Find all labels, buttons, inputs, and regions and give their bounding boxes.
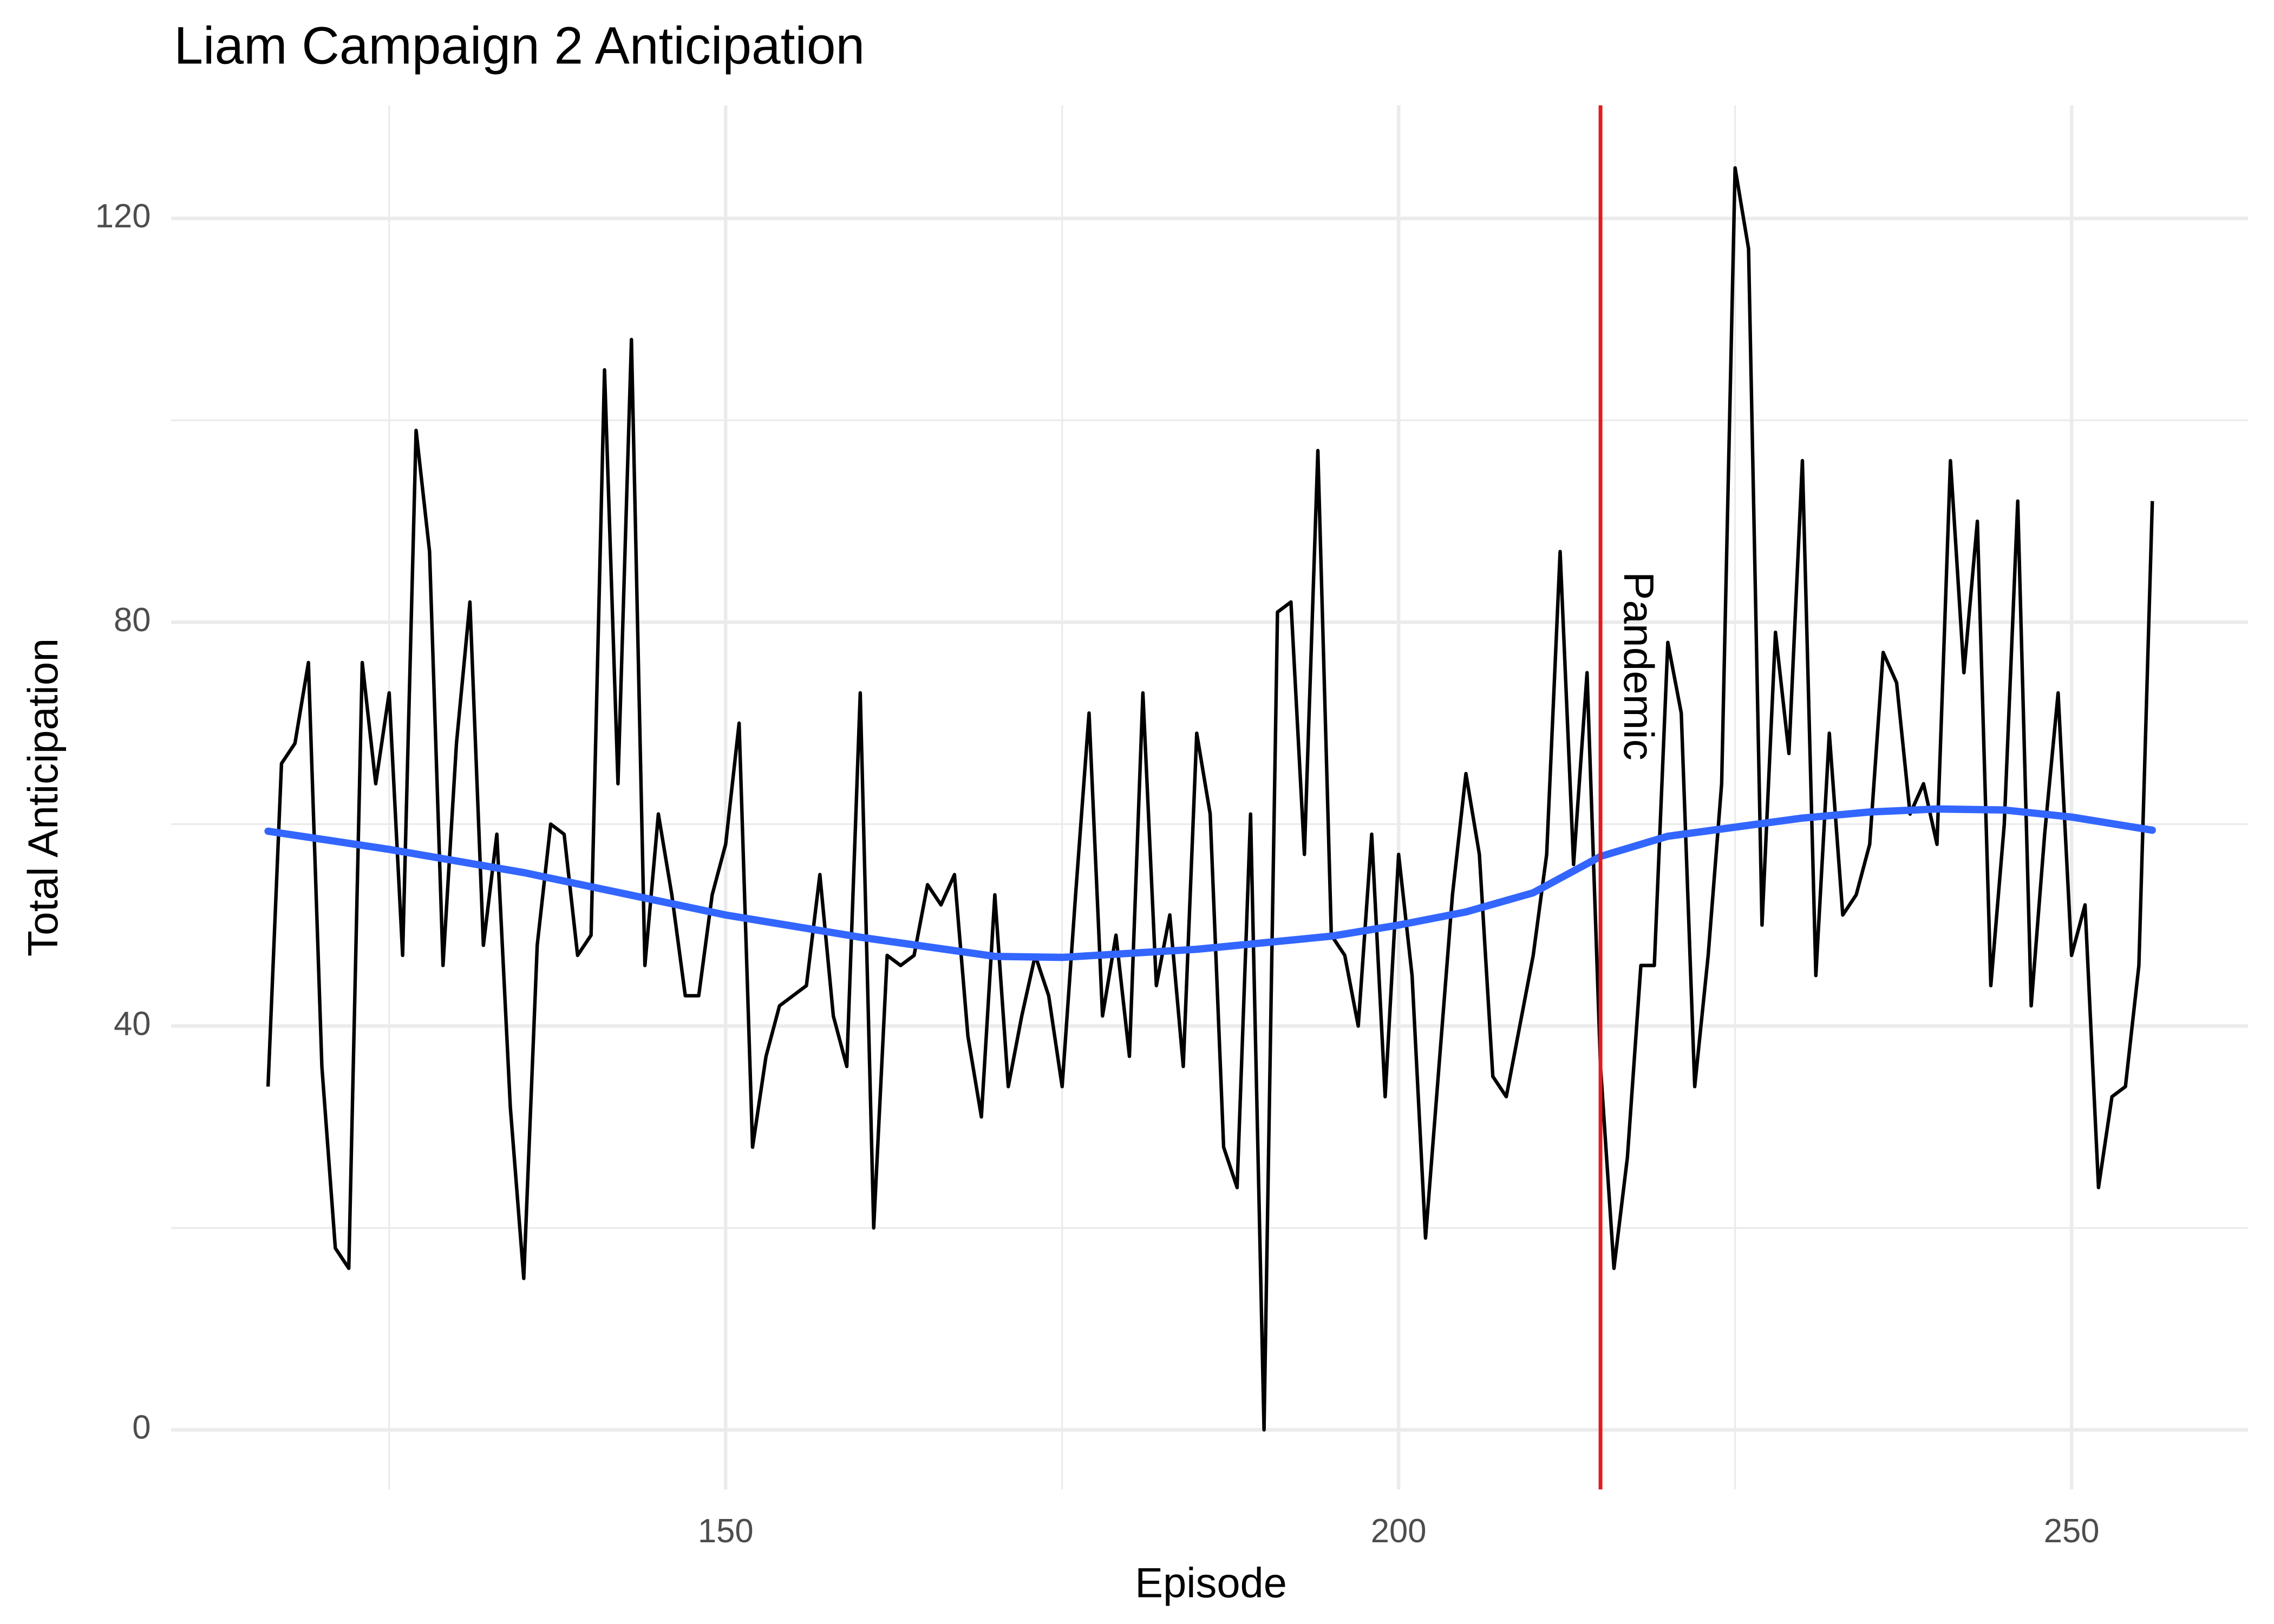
- x-tick-label: 200: [1371, 1512, 1427, 1550]
- data-line: [266, 166, 2154, 1432]
- y-tick-label: 40: [114, 1005, 151, 1043]
- y-tick-label: 80: [114, 601, 151, 639]
- smooth-line: [264, 805, 2156, 961]
- event-label: Pandemic: [1615, 572, 1663, 760]
- x-tick-label: 250: [2044, 1512, 2100, 1550]
- y-axis-title: Total Anticipation: [19, 638, 67, 957]
- y-tick-label: 0: [132, 1409, 151, 1446]
- chart-title: Liam Campaign 2 Anticipation: [174, 16, 865, 75]
- x-tick-label: 150: [698, 1512, 754, 1550]
- y-tick-label: 120: [95, 198, 151, 235]
- x-axis-title: Episode: [1135, 1558, 1287, 1606]
